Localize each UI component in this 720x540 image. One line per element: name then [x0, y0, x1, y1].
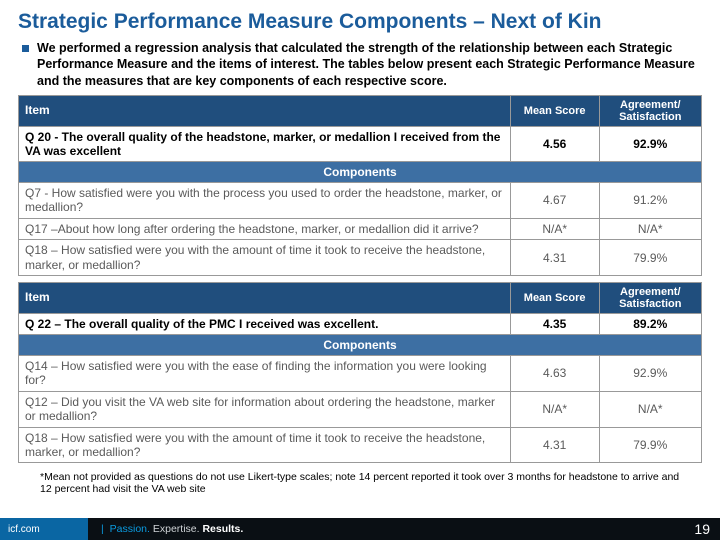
tag-expertise: Expertise. — [153, 523, 200, 535]
col-agreement: Agreement/ Satisfaction — [599, 282, 701, 313]
cell-agreement: 92.9% — [599, 126, 701, 161]
cell-agreement: N/A* — [599, 391, 701, 427]
table-row: Q17 –About how long after ordering the h… — [19, 218, 702, 239]
table-row: Q7 - How satisfied were you with the pro… — [19, 182, 702, 218]
cell-mean: N/A* — [510, 218, 599, 239]
separator-icon: | — [101, 523, 104, 535]
cell-agreement: N/A* — [599, 218, 701, 239]
cell-label: Q 22 – The overall quality of the PMC I … — [19, 314, 511, 335]
table-2: Item Mean Score Agreement/ Satisfaction … — [18, 282, 702, 464]
cell-mean: 4.67 — [510, 182, 599, 218]
cell-mean: 4.63 — [510, 356, 599, 392]
cell-agreement: 91.2% — [599, 182, 701, 218]
table-header-row: Item Mean Score Agreement/ Satisfaction — [19, 282, 702, 313]
table-row: Q 22 – The overall quality of the PMC I … — [19, 314, 702, 335]
cell-label: Q 20 - The overall quality of the headst… — [19, 126, 511, 161]
cell-agreement: 92.9% — [599, 356, 701, 392]
slide-content: Strategic Performance Measure Components… — [0, 0, 720, 540]
components-label: Components — [19, 335, 702, 356]
tag-results: Results. — [202, 523, 243, 535]
cell-label: Q7 - How satisfied were you with the pro… — [19, 182, 511, 218]
cell-label: Q18 – How satisfied were you with the am… — [19, 240, 511, 276]
cell-mean: 4.31 — [510, 427, 599, 463]
footer-tagline: | Passion. Expertise. Results. — [98, 523, 243, 535]
components-subheader: Components — [19, 335, 702, 356]
col-mean: Mean Score — [510, 282, 599, 313]
tag-passion: Passion. — [110, 523, 150, 535]
footer-brand: icf.com — [0, 518, 88, 540]
cell-label: Q17 –About how long after ordering the h… — [19, 218, 511, 239]
cell-label: Q14 – How satisfied were you with the ea… — [19, 356, 511, 392]
intro-bullet: We performed a regression analysis that … — [22, 40, 702, 89]
footer: icf.com | Passion. Expertise. Results. 1… — [0, 518, 720, 540]
table-row: Q 20 - The overall quality of the headst… — [19, 126, 702, 161]
table-row: Q18 – How satisfied were you with the am… — [19, 427, 702, 463]
table-row: Q12 – Did you visit the VA web site for … — [19, 391, 702, 427]
table-row: Q14 – How satisfied were you with the ea… — [19, 356, 702, 392]
intro-text: We performed a regression analysis that … — [37, 40, 702, 89]
cell-label: Q18 – How satisfied were you with the am… — [19, 427, 511, 463]
components-subheader: Components — [19, 161, 702, 182]
col-item: Item — [19, 95, 511, 126]
cell-agreement: 79.9% — [599, 240, 701, 276]
footer-site: icf.com — [8, 524, 40, 535]
cell-mean: 4.56 — [510, 126, 599, 161]
table-1: Item Mean Score Agreement/ Satisfaction … — [18, 95, 702, 276]
cell-mean: N/A* — [510, 391, 599, 427]
footnote: *Mean not provided as questions do not u… — [18, 469, 702, 495]
bullet-icon — [22, 45, 29, 52]
table-header-row: Item Mean Score Agreement/ Satisfaction — [19, 95, 702, 126]
cell-mean: 4.35 — [510, 314, 599, 335]
components-label: Components — [19, 161, 702, 182]
cell-agreement: 79.9% — [599, 427, 701, 463]
cell-agreement: 89.2% — [599, 314, 701, 335]
col-mean: Mean Score — [510, 95, 599, 126]
slide: Strategic Performance Measure Components… — [0, 0, 720, 540]
cell-mean: 4.31 — [510, 240, 599, 276]
page-number: 19 — [694, 521, 710, 537]
footer-right: | Passion. Expertise. Results. 19 — [88, 518, 720, 540]
col-item: Item — [19, 282, 511, 313]
cell-label: Q12 – Did you visit the VA web site for … — [19, 391, 511, 427]
page-title: Strategic Performance Measure Components… — [18, 10, 702, 34]
table-row: Q18 – How satisfied were you with the am… — [19, 240, 702, 276]
col-agreement: Agreement/ Satisfaction — [599, 95, 701, 126]
